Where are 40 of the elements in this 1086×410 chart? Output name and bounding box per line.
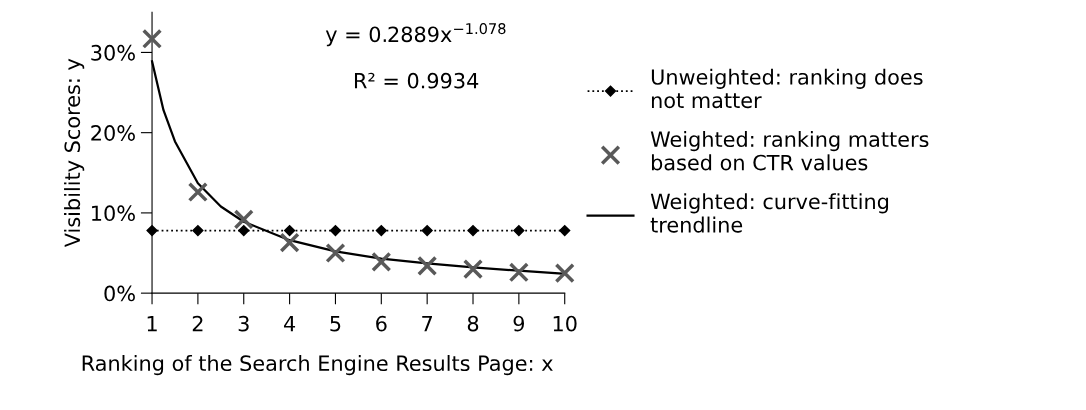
y-tick-label: 0% xyxy=(104,285,135,302)
x-tick-label: 3 xyxy=(238,315,249,332)
point xyxy=(508,262,529,283)
point xyxy=(141,28,163,49)
point xyxy=(329,224,342,237)
x-axis-title: Ranking of the Search Engine Results Page: x xyxy=(82,354,553,376)
x-tick-label: 2 xyxy=(192,315,203,332)
annotation: y = 0.2889x$^{−1.078}$ xyxy=(325,23,506,47)
point xyxy=(238,224,250,237)
y-tick-label: 20% xyxy=(91,125,135,141)
annotation: R² = 0.9934 xyxy=(354,72,479,89)
x-tick-label: 9 xyxy=(513,315,525,332)
point xyxy=(371,251,392,272)
x-tick-label: 4 xyxy=(283,316,296,332)
y-tick-label: 30% xyxy=(91,44,135,61)
point xyxy=(192,224,204,237)
x-tick-label: 1 xyxy=(147,316,157,332)
point xyxy=(375,224,387,237)
x-tick-label: 6 xyxy=(376,315,387,332)
point xyxy=(325,242,346,264)
x-tick-label: 7 xyxy=(422,316,433,332)
point xyxy=(421,224,433,237)
point xyxy=(283,224,296,237)
point xyxy=(467,224,479,237)
legend-label: Weighted: curve-fitting trendline xyxy=(650,193,889,233)
y-axis-title: Visibility Scores: y xyxy=(64,58,85,248)
x-tick-label: 10 xyxy=(553,315,577,332)
legend-label: Weighted: ranking matters based on CTR values xyxy=(650,130,929,171)
y-tick-label: 10% xyxy=(92,205,135,222)
x-tick-label: 5 xyxy=(330,316,341,332)
x-tick-label: 8 xyxy=(467,315,479,332)
point xyxy=(554,263,575,284)
point xyxy=(559,224,571,237)
point xyxy=(513,224,525,237)
point xyxy=(233,209,254,230)
point xyxy=(279,232,300,253)
point xyxy=(417,255,438,276)
legend-label: Unweighted: ranking does not matter xyxy=(651,68,923,109)
point xyxy=(462,259,484,280)
point xyxy=(187,181,208,203)
